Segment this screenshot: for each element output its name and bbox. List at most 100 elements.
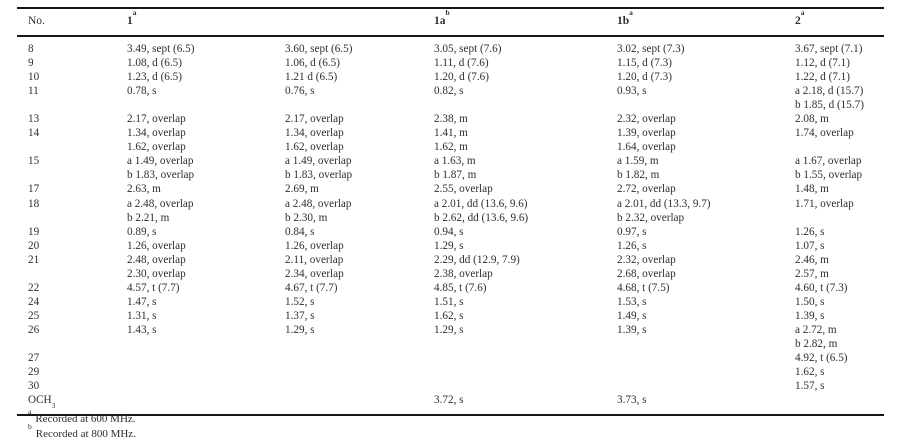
table-row: OCH3 3.72, s 3.73, s (17, 393, 884, 409)
table-cell (423, 351, 606, 365)
table-cell: 2.72, overlap (606, 182, 784, 196)
table-cell (274, 365, 423, 379)
shift-value: 1.62, s (795, 366, 825, 379)
shift-value: 1.49, s (617, 309, 647, 322)
shift-value: 1.29, s (285, 323, 315, 336)
shift-value: b 2.32, overlap (617, 211, 685, 224)
row-label: 20 (28, 239, 40, 252)
shift-value: 0.97, s (617, 225, 647, 238)
row-label: 8 (28, 43, 34, 55)
table-cell: 1.21 d (6.5) (274, 70, 423, 84)
shift-value: 1.29, s (434, 323, 464, 336)
shift-value: 1.26, overlap (127, 239, 186, 252)
shift-value: 1.11, d (7.6) (434, 57, 489, 70)
shift-value: 2.38, m (434, 113, 468, 126)
shift-value: 1.53, s (617, 295, 647, 308)
table-row: 27 4.92, t (6.5) (17, 351, 884, 365)
row-label: 27 (28, 352, 40, 365)
table-cell: 1.07, s (784, 239, 884, 253)
row-label: 29 (28, 366, 40, 379)
shift-value: 4.68, t (7.5) (617, 281, 670, 294)
row-label: 30 (28, 380, 40, 393)
row-label-cell: 26 (17, 323, 116, 351)
table-cell: 2.17, overlap (116, 112, 274, 126)
shift-value: 1.21 d (6.5) (285, 71, 338, 84)
shift-value: 2.46, m (795, 253, 829, 266)
table-cell: 1.31, s (116, 309, 274, 323)
table-cell (423, 365, 606, 379)
row-label: 15 (28, 155, 40, 168)
table-row: 21 2.48, overlap 2.30, overlap 2.11, overla… (17, 253, 884, 281)
row-label: 22 (28, 281, 40, 294)
shift-value: 1.08, d (6.5) (127, 57, 182, 70)
table-cell (606, 351, 784, 365)
column-header: 2a (795, 8, 805, 27)
table-cell: 1.20, d (7.3) (606, 70, 784, 84)
table-cell (116, 365, 274, 379)
shift-value: 0.84, s (285, 225, 315, 238)
shift-value: 4.85, t (7.6) (434, 281, 487, 294)
shift-value: 1.62, m (434, 141, 468, 154)
table-cell: 2.32, overlap (606, 112, 784, 126)
table-cell: 1.37, s (274, 309, 423, 323)
row-label-cell: 18 (17, 197, 116, 225)
shift-value: 3.49, sept (6.5) (127, 43, 195, 55)
table-cell: 1.06, d (6.5) (274, 56, 423, 70)
table-cell: 1.71, overlap (784, 197, 884, 225)
shift-value: b 2.30, m (285, 211, 328, 224)
footnote-marker: a (28, 407, 32, 417)
shift-value: a 1.49, overlap (285, 155, 352, 168)
shift-value: 4.92, t (6.5) (795, 352, 848, 365)
shift-value: 1.39, s (795, 309, 825, 322)
row-label-cell: 20 (17, 239, 116, 253)
shift-value: 1.26, s (795, 225, 825, 238)
table-cell: 1.43, s (116, 323, 274, 351)
shift-value: 1.48, m (795, 183, 829, 196)
shift-value: 3.02, sept (7.3) (617, 43, 685, 55)
table-cell: a 1.49, overlap b 1.83, overlap (274, 154, 423, 182)
shift-value: 2.55, overlap (434, 183, 493, 196)
row-label-cell: 11 (17, 84, 116, 112)
shift-value: 1.39, s (617, 323, 647, 336)
shift-value: 2.63, m (127, 183, 161, 196)
shift-value: a 1.59, m (617, 155, 659, 168)
row-label-cell: 27 (17, 351, 116, 365)
table-cell (274, 393, 423, 407)
table-cell (274, 351, 423, 365)
shift-value: 2.72, overlap (617, 183, 676, 196)
shift-value: 1.15, d (7.3) (617, 57, 672, 70)
table-cell: 1.48, m (784, 182, 884, 196)
table-cell: 1.20, d (7.6) (423, 70, 606, 84)
table-row: 29 1.62, s (17, 365, 884, 379)
table-cell: 3.49, sept (6.5) (116, 42, 274, 56)
table-cell: 1.51, s (423, 295, 606, 309)
shift-value: 0.76, s (285, 85, 315, 98)
shift-value: 1.22, d (7.1) (795, 71, 850, 84)
table-cell (423, 379, 606, 393)
table-cell: 3.05, sept (7.6) (423, 42, 606, 56)
table-row: 15 a 1.49, overlap b 1.83, overlap a 1.49, … (17, 154, 884, 182)
table-cell: a 2.48, overlap b 2.30, m (274, 197, 423, 225)
table-row: 19 0.89, s 0.84, s 0.94, s 0.97, s 1.26, s (17, 225, 884, 239)
row-label: 11 (28, 85, 39, 98)
table-cell: 4.57, t (7.7) (116, 281, 274, 295)
table-cell: 4.85, t (7.6) (423, 281, 606, 295)
row-label: 26 (28, 323, 40, 336)
table-cell: 1.62, s (423, 309, 606, 323)
table-row: 9 1.08, d (6.5) 1.06, d (6.5) 1.11, d (7.6)… (17, 56, 884, 70)
column-header: 1a (127, 8, 137, 27)
shift-value: 1.06, d (6.5) (285, 57, 340, 70)
shift-value: 2.57, m (795, 267, 829, 280)
shift-value: 1.52, s (285, 295, 315, 308)
shift-value: 3.05, sept (7.6) (434, 43, 502, 55)
shift-value: 1.26, s (617, 239, 647, 252)
table-cell (606, 365, 784, 379)
table-cell: 3.72, s (423, 393, 606, 407)
shift-value: a 1.63, m (434, 155, 476, 168)
table-cell: 1.34, overlap 1.62, overlap (116, 126, 274, 154)
table-cell: 4.68, t (7.5) (606, 281, 784, 295)
table-cell: 2.63, m (116, 182, 274, 196)
table-cell: 0.89, s (116, 225, 274, 239)
